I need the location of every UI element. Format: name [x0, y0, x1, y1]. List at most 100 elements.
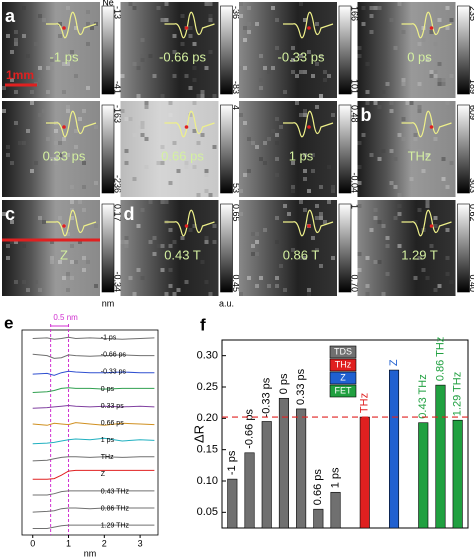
- pixel-noise: [389, 149, 394, 153]
- pixel-noise: [389, 18, 394, 22]
- pixel-noise: [393, 185, 398, 189]
- pixel-noise: [307, 189, 311, 193]
- pixel-noise: [299, 54, 303, 58]
- pixel-noise: [385, 272, 390, 276]
- panel-caption: THz: [408, 148, 432, 163]
- pixel-noise: [70, 200, 74, 204]
- legend-swatch: [329, 371, 357, 385]
- pixel-noise: [172, 34, 177, 38]
- pixel-noise: [239, 113, 243, 117]
- pixel-noise: [413, 133, 418, 137]
- pixel-noise: [425, 200, 430, 204]
- pixel-noise: [86, 260, 90, 264]
- panel-caption: 0.86 T: [283, 247, 320, 262]
- pixel-noise: [74, 149, 78, 153]
- pixel-noise: [132, 62, 137, 66]
- profile-trace: [32, 524, 155, 529]
- colorbar-bottom: -236: [113, 175, 123, 193]
- pixel-noise: [74, 26, 78, 30]
- pixel-noise: [311, 74, 315, 78]
- pixel-noise: [30, 101, 34, 105]
- pixel-noise: [78, 117, 82, 121]
- bar-label: THz: [359, 393, 371, 413]
- pixel-noise: [437, 82, 442, 86]
- pixel-noise: [373, 6, 378, 10]
- bar: [418, 422, 429, 529]
- pixel-noise: [425, 204, 430, 208]
- pixel-noise: [357, 165, 362, 169]
- pixel-noise: [365, 101, 370, 105]
- pixel-noise: [299, 256, 303, 260]
- pixel-noise: [393, 46, 398, 50]
- pixel-noise: [26, 129, 30, 133]
- pixel-noise: [66, 272, 70, 276]
- panel-letter: a: [5, 6, 16, 26]
- pixel-noise: [385, 82, 390, 86]
- colorbar: [220, 5, 233, 95]
- bar: [452, 419, 463, 529]
- pixel-noise: [82, 161, 86, 165]
- pixel-noise: [247, 137, 251, 141]
- colorbar-bottom: 101: [350, 79, 360, 94]
- pixel-noise: [176, 288, 181, 292]
- pixel-noise: [50, 256, 54, 260]
- pixel-noise: [303, 113, 307, 117]
- pixel-noise: [188, 228, 193, 232]
- pixel-noise: [255, 22, 259, 26]
- pixel-noise: [22, 141, 26, 145]
- profile-trace: [32, 336, 155, 340]
- pixel-noise: [247, 169, 251, 173]
- waveform-inset: [164, 11, 215, 39]
- pixel-noise: [377, 260, 382, 264]
- pixel-noise: [445, 6, 450, 10]
- pixel-noise: [315, 22, 319, 26]
- trace-label: 0 ps: [101, 386, 115, 393]
- pixel-noise: [164, 292, 169, 296]
- pixel-noise: [124, 240, 129, 244]
- pixel-noise: [26, 54, 30, 58]
- pixel-noise: [243, 129, 247, 133]
- pixel-noise: [365, 256, 370, 260]
- pixel-noise: [275, 240, 279, 244]
- pixel-noise: [212, 240, 217, 244]
- bar-label: 0.43 THz: [417, 374, 429, 418]
- pixel-noise: [303, 256, 307, 260]
- pixel-noise: [361, 133, 366, 137]
- pixel-noise: [365, 62, 370, 66]
- pixel-noise: [441, 78, 446, 82]
- pixel-noise: [128, 276, 133, 280]
- pixel-noise: [82, 185, 86, 189]
- pixel-noise: [417, 42, 422, 46]
- pixel-noise: [255, 145, 259, 149]
- colorbar: [457, 104, 470, 194]
- pixel-noise: [86, 42, 90, 46]
- pixel-noise: [251, 252, 255, 256]
- pixel-noise: [156, 244, 161, 248]
- x-axis-label: nm: [84, 548, 97, 557]
- bar: [435, 384, 446, 529]
- pixel-noise: [74, 260, 78, 264]
- pixel-noise: [369, 30, 374, 34]
- pixel-noise: [168, 284, 173, 288]
- pixel-noise: [208, 50, 213, 54]
- pixel-noise: [315, 248, 319, 252]
- pixel-noise: [66, 105, 70, 109]
- pixel-noise: [168, 113, 173, 117]
- pixel-noise: [441, 82, 446, 86]
- pixel-noise: [437, 18, 442, 22]
- colorbar-top: 235: [468, 6, 474, 21]
- trace-label: -1 ps: [101, 335, 117, 342]
- bar-label: 0 ps: [278, 373, 290, 394]
- waveform-inset: [401, 110, 452, 138]
- pixel-noise: [168, 268, 173, 272]
- trace-label: 0.86 THz: [101, 505, 130, 512]
- pixel-noise: [389, 109, 394, 113]
- pixel-noise: [6, 34, 10, 38]
- pixel-noise: [239, 189, 243, 193]
- pixel-noise: [365, 292, 370, 296]
- legend-label: TDS: [334, 346, 352, 356]
- pixel-noise: [279, 125, 283, 129]
- pixel-noise: [381, 149, 386, 153]
- pixel-noise: [66, 232, 70, 236]
- pixel-noise: [18, 141, 22, 145]
